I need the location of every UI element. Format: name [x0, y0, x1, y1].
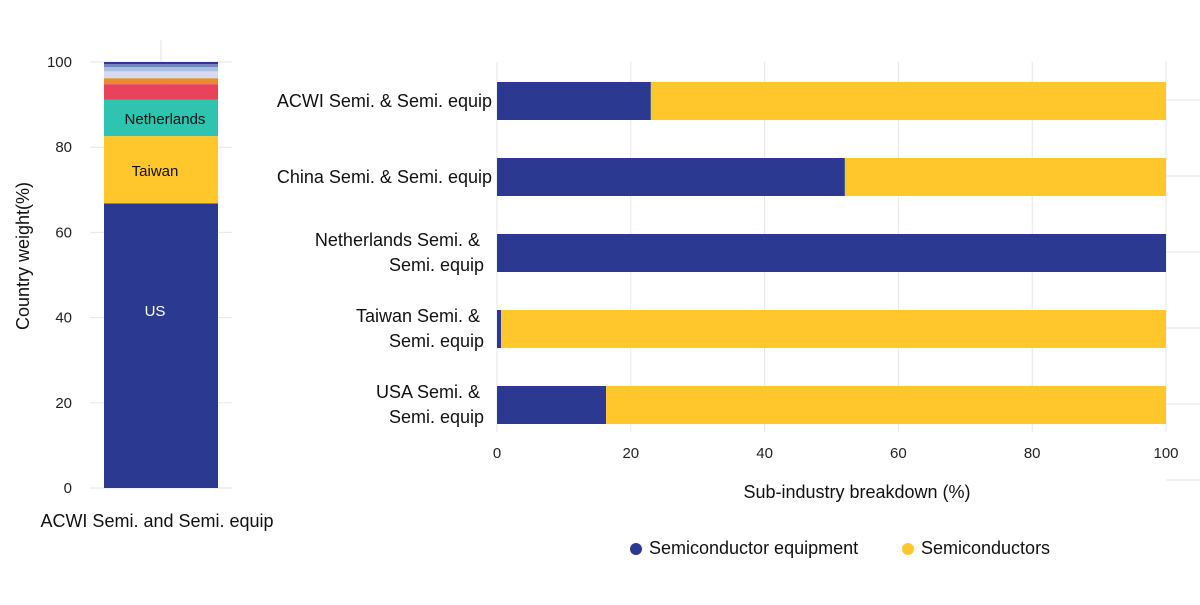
legend-label: Semiconductors [921, 538, 1050, 558]
category-label: Semi. equip [389, 331, 484, 351]
stack-segment-other [104, 84, 218, 100]
left-y-tick-label: 100 [47, 54, 72, 71]
right-x-tick-label: 40 [756, 445, 773, 462]
right-x-tick-label: 100 [1153, 445, 1178, 462]
stack-segment-us [104, 203, 218, 488]
left-y-tick-label: 0 [64, 480, 72, 497]
right-x-axis-title: Sub-industry breakdown (%) [743, 482, 970, 502]
bar-semiconductors [844, 158, 1166, 196]
bar-semiconductor-equipment [497, 310, 502, 348]
left-y-tick-label: 80 [55, 139, 72, 156]
right-x-tick-label: 60 [890, 445, 907, 462]
stack-segment-label: Taiwan [132, 163, 179, 180]
category-label: Netherlands Semi. & [315, 230, 480, 250]
bar-semiconductor-equipment [497, 386, 607, 424]
legend-label: Semiconductor equipment [649, 538, 858, 558]
stack-segment-other [104, 71, 218, 79]
bar-semiconductor-equipment [497, 234, 1166, 272]
left-x-axis-label: ACWI Semi. and Semi. equip [40, 511, 273, 531]
legend-swatch [630, 543, 642, 555]
stack-segment-other [104, 64, 218, 68]
stack-segment-other [104, 62, 218, 65]
legend-swatch [902, 543, 914, 555]
category-label: China Semi. & Semi. equip [277, 167, 492, 187]
bar-semiconductor-equipment [497, 158, 845, 196]
bar-semiconductors [650, 82, 1166, 120]
stack-segment-label: US [145, 303, 166, 320]
left-y-tick-label: 20 [55, 395, 72, 412]
category-label: ACWI Semi. & Semi. equip [277, 91, 492, 111]
left-y-axis-title: Country weight(%) [13, 182, 33, 330]
bar-semiconductors [501, 310, 1166, 348]
left-y-tick-label: 60 [55, 224, 72, 241]
category-label: Semi. equip [389, 255, 484, 275]
stack-segment-taiwan [104, 136, 218, 204]
stack-segment-other [104, 67, 218, 72]
category-label: Semi. equip [389, 407, 484, 427]
bar-semiconductors [606, 386, 1166, 424]
stack-segment-label: Netherlands [125, 111, 206, 128]
right-x-tick-label: 20 [622, 445, 639, 462]
category-label: Taiwan Semi. & [356, 306, 480, 326]
right-x-tick-label: 80 [1024, 445, 1041, 462]
stack-segment-other [104, 78, 218, 85]
bar-semiconductor-equipment [497, 82, 651, 120]
right-x-tick-label: 0 [493, 445, 501, 462]
stack-segment-netherlands [104, 99, 218, 137]
left-y-tick-label: 40 [55, 310, 72, 327]
category-label: USA Semi. & [376, 382, 480, 402]
